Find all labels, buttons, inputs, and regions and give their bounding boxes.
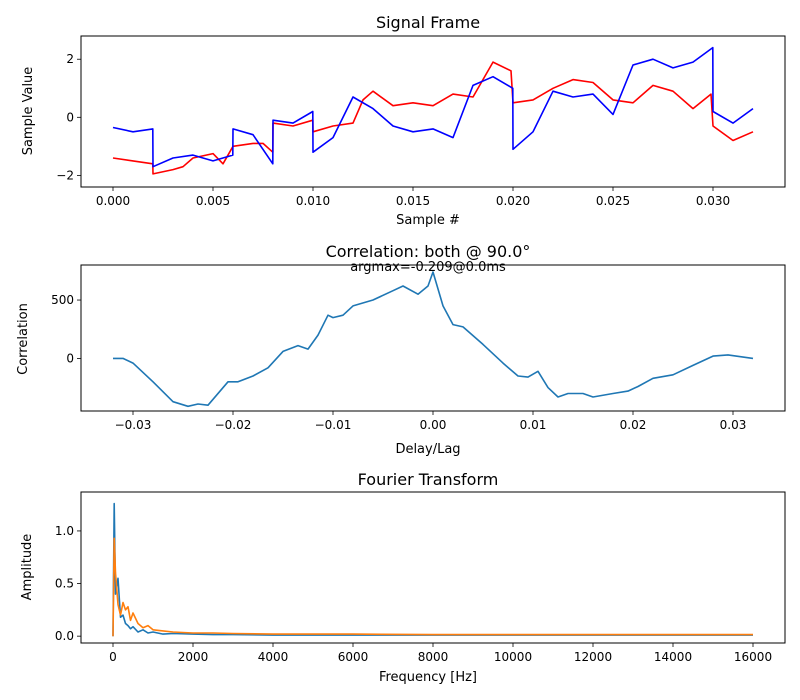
signal-frame-title: Signal Frame <box>376 13 480 32</box>
signal-frame-x-tick-label: 0.000 <box>96 194 130 208</box>
correlation-x-tick-label: 0.02 <box>620 418 647 432</box>
fourier-ylabel: Amplitude <box>20 534 35 601</box>
fourier-xlabel: Frequency [Hz] <box>379 670 477 685</box>
fourier-x-tick-label: 2000 <box>178 650 209 664</box>
correlation-axes: −0.03 −0.02 −0.01 0.00 0.01 0.02 0.03 0 500 <box>51 264 786 432</box>
correlation-argmax-annotation: argmax=-0.209@0.0ms <box>350 260 506 275</box>
signal-frame-y-tick-label: 0 <box>66 110 74 124</box>
fourier-x-tick-label: 4000 <box>258 650 289 664</box>
fourier-y-tick-label: 0.0 <box>55 629 74 643</box>
signal-frame-xlabel: Sample # <box>396 213 460 228</box>
signal-frame-axes: 0.000 0.005 0.010 0.015 0.020 0.025 0.030 −2 0 2 <box>56 35 786 208</box>
signal-frame-y-tick-label: −2 <box>56 168 74 182</box>
signal-frame-x-tick-label: 0.005 <box>196 194 230 208</box>
signal-frame-y-tick-label: 2 <box>66 52 74 66</box>
signal-frame-x-tick-label: 0.025 <box>596 194 630 208</box>
signal-frame-series-0-line <box>112 61 754 175</box>
correlation-y-tick-label: 0 <box>66 351 74 365</box>
correlation-x-tick-label: −0.01 <box>315 418 352 432</box>
fourier-x-tick-label: 12000 <box>574 650 612 664</box>
fourier-x-tick-label: 8000 <box>418 650 449 664</box>
signal-frame-x-tick-label: 0.015 <box>396 194 430 208</box>
correlation-x-tick-label: −0.02 <box>215 418 252 432</box>
fourier-x-tick-label: 16000 <box>734 650 772 664</box>
correlation-y-tick-label: 500 <box>51 293 74 307</box>
correlation-x-tick-label: 0.00 <box>420 418 447 432</box>
fourier-x-tick-label: 14000 <box>654 650 692 664</box>
fourier-series-1-line <box>112 537 753 637</box>
fourier-x-tick-label: 10000 <box>494 650 532 664</box>
signal-frame-axes-frame <box>80 35 786 188</box>
signal-frame-series-1-line <box>112 46 754 168</box>
correlation-panel: Correlation: both @ 90.0° argmax=-0.209@… <box>16 242 530 457</box>
fourier-axes: 0 2000 4000 6000 8000 10000 12000 14000 16000 0.0… <box>55 491 786 664</box>
correlation-series-0-line <box>113 271 754 408</box>
correlation-x-tick-label: −0.03 <box>115 418 152 432</box>
correlation-ylabel: Correlation <box>16 303 31 375</box>
fourier-y-tick-label: 1.0 <box>55 524 74 538</box>
correlation-x-tick-label: 0.01 <box>520 418 547 432</box>
fourier-x-tick-label: 0 <box>109 650 117 664</box>
correlation-x-tick-label: 0.03 <box>720 418 747 432</box>
signal-frame-x-tick-label: 0.020 <box>496 194 530 208</box>
fourier-panel: Fourier Transform Frequency [Hz] Amplitu… <box>20 470 498 685</box>
signal-frame-x-tick-label: 0.030 <box>696 194 730 208</box>
signal-frame-x-tick-label: 0.010 <box>296 194 330 208</box>
fourier-x-tick-label: 6000 <box>338 650 369 664</box>
fourier-title: Fourier Transform <box>358 470 499 489</box>
signal-frame-panel: Signal Frame Sample # Sample Value <box>21 13 480 228</box>
fourier-y-tick-label: 0.5 <box>55 577 74 591</box>
correlation-title: Correlation: both @ 90.0° <box>326 242 531 261</box>
signal-frame-ylabel: Sample Value <box>21 67 36 156</box>
correlation-xlabel: Delay/Lag <box>395 442 460 457</box>
